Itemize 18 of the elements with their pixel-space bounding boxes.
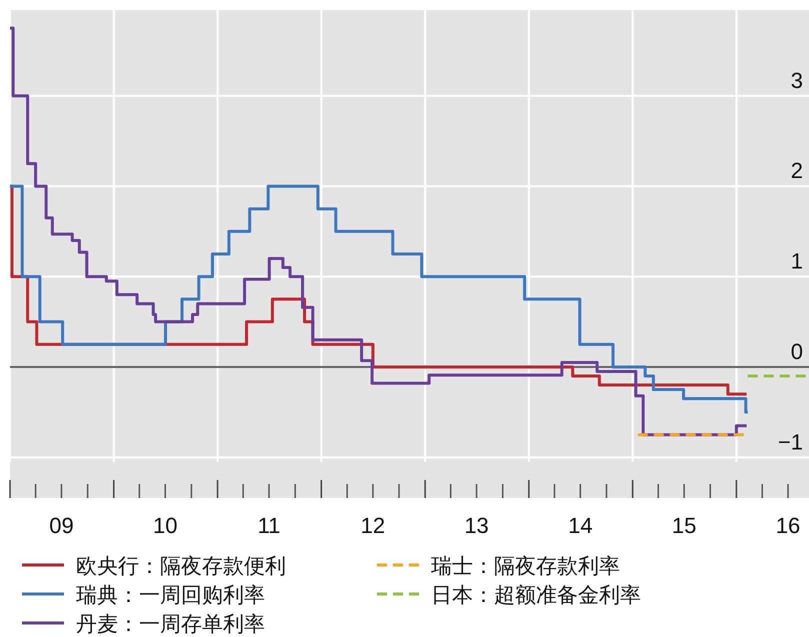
legend-label: 丹麦：一周存单利率: [76, 613, 265, 636]
x-tick-label: 10: [152, 513, 178, 538]
y-tick-label: 2: [790, 158, 803, 184]
y-tick-label: 0: [790, 338, 803, 364]
legend-label: 日本：超额准备金利率: [431, 584, 641, 607]
x-tick-label: 12: [360, 513, 386, 538]
x-tick-label: 09: [49, 513, 74, 538]
y-tick-label: 3: [790, 68, 803, 93]
x-tick-label: 16: [776, 513, 800, 538]
legend-label: 欧央行：隔夜存款便利: [76, 555, 286, 578]
x-tick-label: 11: [258, 513, 280, 538]
y-tick-label: 1: [790, 248, 803, 274]
x-tick-label: 13: [464, 513, 489, 538]
legend-label: 瑞典：一周回购利率: [76, 584, 265, 607]
legend-label: 瑞士：隔夜存款利率: [431, 555, 620, 578]
y-tick-label: −1: [778, 429, 803, 454]
x-tick-label: 15: [672, 513, 696, 538]
x-tick-label: 14: [568, 513, 593, 538]
